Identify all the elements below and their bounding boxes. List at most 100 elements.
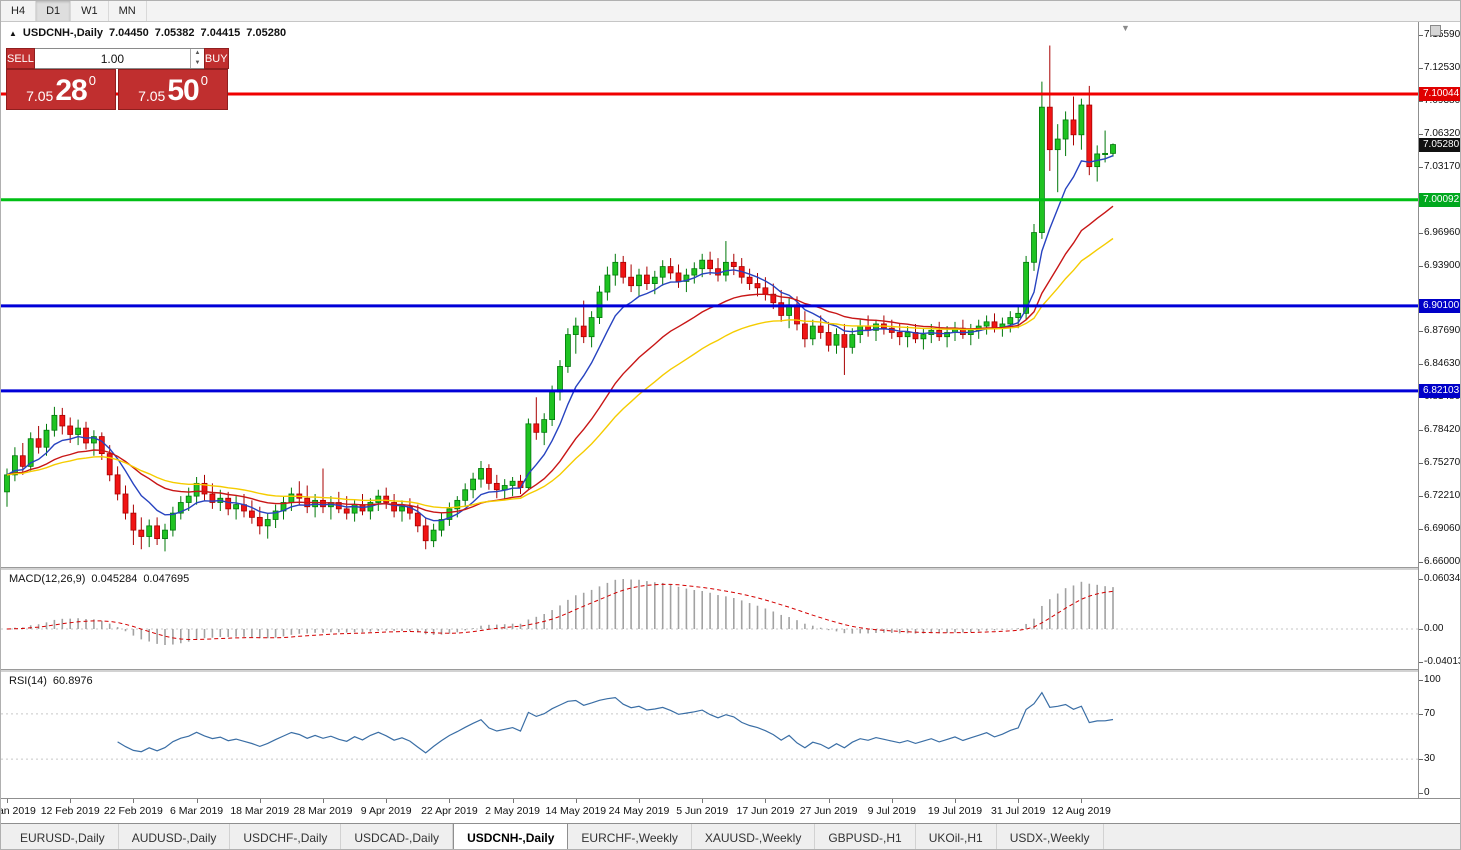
buy-button[interactable]: BUY	[203, 48, 229, 69]
tab-eurchf-weekly[interactable]: EURCHF-,Weekly	[568, 824, 692, 849]
axis-tick-mark	[1419, 430, 1423, 431]
sell-button[interactable]: SELL	[6, 48, 35, 69]
date-tick-label: 12 Feb 2019	[40, 805, 100, 817]
price-chart-canvas[interactable]	[1, 22, 1418, 567]
date-tick-mark	[133, 799, 135, 803]
axis-tick-mark	[1419, 759, 1423, 761]
price-tick-label: 6.96960	[1424, 226, 1461, 238]
axis-tick-mark	[1419, 793, 1423, 794]
timeframe-button-group: H4 D1 W1 MN	[1, 1, 147, 21]
candle-bear	[841, 334, 848, 348]
candle-bear	[667, 266, 674, 274]
candle-bull	[659, 266, 666, 278]
date-tick-mark	[1018, 799, 1020, 803]
date-tick-mark	[7, 799, 8, 803]
candle-bull	[1015, 312, 1022, 318]
tab-usdx-weekly[interactable]: USDX-,Weekly	[997, 824, 1104, 849]
candle-bull	[691, 268, 698, 276]
rsi-canvas[interactable]	[1, 672, 1418, 798]
ma-line-ema-fast	[6, 155, 1114, 522]
rsi-pane[interactable]: RSI(14) 60.8976	[1, 672, 1418, 798]
candle-bull	[565, 334, 571, 367]
date-tick-label: 31 Jul 2019	[991, 805, 1046, 817]
candle-bull	[233, 504, 240, 510]
candle-bear	[209, 493, 216, 503]
date-tick-mark	[828, 799, 830, 803]
candle-bull	[264, 519, 271, 527]
date-tick-mark	[575, 799, 577, 803]
date-tick-label: 19 Jul 2019	[927, 805, 983, 817]
candle-bear	[1086, 104, 1093, 168]
pane-splitter[interactable]	[1, 567, 1460, 570]
candle-bull	[723, 261, 729, 276]
date-tick-mark	[70, 799, 72, 803]
timeframe-toolbar: H4 D1 W1 MN	[1, 1, 1460, 22]
candle-bear	[485, 468, 492, 484]
axis-tick-mark	[1419, 562, 1423, 563]
candle-bear	[628, 276, 634, 287]
tab-usdchf-daily[interactable]: USDCHF-,Daily	[230, 824, 342, 849]
axis-tick-mark	[1419, 331, 1423, 333]
price-tick-label: 7.15590	[1424, 29, 1461, 40]
candle-bear	[67, 425, 74, 435]
rsi-axis-label: 100	[1424, 674, 1441, 685]
candle-bull	[509, 480, 516, 486]
panel-collapse-icon[interactable]: ▲	[9, 28, 17, 38]
ma-line-ema-mid	[6, 205, 1114, 514]
rsi-value: 60.8976	[52, 675, 93, 687]
candle-bull	[683, 274, 690, 282]
price-axis[interactable]: 7.155907.125307.093807.063207.031706.969…	[1418, 22, 1461, 798]
price-badge: 7.00092	[1419, 192, 1460, 207]
volume-input[interactable]	[34, 49, 190, 68]
date-tick-mark	[955, 799, 956, 803]
macd-name: MACD(12,26,9)	[9, 573, 86, 585]
buy-price-button[interactable]: 7.05 50 0	[118, 69, 228, 110]
timeframe-d1[interactable]: D1	[36, 1, 72, 21]
axis-tick-mark	[1419, 713, 1423, 715]
tab-gbpusd-h1[interactable]: GBPUSD-,H1	[815, 824, 916, 849]
candle-bull	[375, 495, 382, 503]
date-tick-label: 31 Jan 2019	[1, 805, 36, 817]
macd-canvas[interactable]	[1, 570, 1418, 669]
candle-bull	[699, 259, 706, 270]
date-tick-mark	[765, 799, 767, 803]
timeframe-mn[interactable]: MN	[109, 1, 147, 21]
candle-bull	[833, 334, 840, 346]
tab-audusd-daily[interactable]: AUDUSD-,Daily	[119, 824, 231, 849]
date-tick-mark	[259, 799, 261, 803]
candle-bull	[1031, 232, 1037, 263]
axis-tick-mark	[1419, 662, 1423, 664]
tab-usdcnh-daily[interactable]: USDCNH-,Daily	[453, 823, 569, 849]
price-tick-label: 6.66000	[1424, 556, 1461, 567]
timeframe-h4[interactable]: H4	[1, 1, 37, 21]
tab-ukoil-h1[interactable]: UKOil-,H1	[916, 824, 997, 849]
tab-eurusd-daily[interactable]: EURUSD-,Daily	[7, 824, 119, 849]
volume-spin-down-icon[interactable]: ▼	[194, 59, 201, 66]
candle-bear	[83, 427, 89, 444]
candle-bear	[225, 497, 232, 510]
date-tick-mark	[512, 799, 514, 803]
price-pane[interactable]: ▲ USDCNH-,Daily 7.04450 7.05382 7.04415 …	[1, 22, 1418, 567]
ohlc-high: 7.05382	[154, 27, 195, 39]
volume-spin-up-icon[interactable]: ▲	[194, 50, 201, 56]
candle-bull	[604, 274, 611, 293]
candle-bull	[873, 323, 879, 331]
macd-pane[interactable]: MACD(12,26,9) 0.045284 0.047695	[1, 570, 1418, 669]
candle-bull	[446, 508, 453, 520]
date-tick-mark	[449, 799, 451, 803]
chart-scroll-button[interactable]	[1430, 25, 1441, 36]
pane-splitter[interactable]	[1, 669, 1460, 672]
candle-bull	[162, 529, 168, 540]
axis-tick-mark	[1419, 166, 1423, 168]
candle-bull	[549, 391, 555, 420]
candle-bull	[1062, 119, 1069, 140]
tab-xauusd-weekly[interactable]: XAUUSD-,Weekly	[692, 824, 816, 849]
sell-price-button[interactable]: 7.05 28 0	[6, 69, 116, 110]
chart-tab-bar: EURUSD-,Daily AUDUSD-,Daily USDCHF-,Daily U…	[1, 823, 1460, 849]
date-tick-label: 14 May 2019	[545, 805, 607, 817]
tab-usdcad-daily[interactable]: USDCAD-,Daily	[341, 824, 454, 849]
sell-price-head: 7.05	[26, 88, 54, 104]
timeframe-w1[interactable]: W1	[71, 1, 109, 21]
